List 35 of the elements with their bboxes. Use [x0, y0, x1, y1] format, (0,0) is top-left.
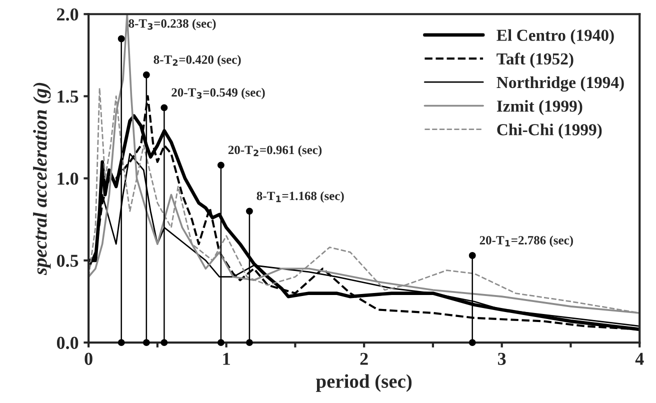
annotation: 8-T$_{1}$=1.168 (sec): [256, 191, 344, 203]
x-tick-label: 3: [498, 352, 506, 365]
x-tick-label: 2: [360, 352, 368, 365]
y-tick-label: 0.5: [56, 254, 78, 267]
legend-label: Izmit (1999): [496, 100, 582, 116]
x-tick-label: 4: [635, 352, 644, 365]
y-tick-label: 1.0: [58, 172, 78, 185]
point: [142, 71, 150, 78]
y-tick-label: 1.5: [58, 90, 78, 103]
point: [118, 35, 125, 42]
annotation: 20-T$_{2}$=0.961 (sec): [228, 145, 322, 157]
x-tick-label: 0: [84, 352, 92, 365]
point: [142, 339, 150, 346]
legend-label: Northridge (1994): [496, 76, 624, 92]
legend-label: Taft (1952): [496, 52, 574, 68]
point: [468, 252, 476, 259]
point: [246, 208, 253, 215]
y-axis-title: spectral acceleration (g): [33, 82, 51, 276]
x-axis-title: period (sec): [316, 374, 412, 392]
point: [160, 104, 168, 112]
annotation: 8-T$_{2}$=0.420 (sec): [154, 55, 241, 66]
legend-label: Chi-Chi (1999): [497, 124, 602, 139]
y-tick-label: 0.0: [56, 336, 78, 350]
point: [217, 339, 224, 346]
point: [468, 339, 476, 346]
point: [246, 339, 253, 346]
point: [217, 162, 224, 169]
legend-label: El Centro (1940): [496, 29, 614, 44]
y-tick-label: 2.0: [57, 8, 78, 21]
point: [160, 339, 168, 346]
annotation: 8-T$_{3}$=0.238 (sec): [128, 18, 216, 30]
annotation: 20-T$_{3}$=0.549 (sec): [172, 88, 265, 100]
point: [118, 339, 125, 346]
annotation: 20-T$_{1}$=2.786 (sec): [480, 236, 573, 248]
x-tick-label: 1: [223, 352, 230, 365]
